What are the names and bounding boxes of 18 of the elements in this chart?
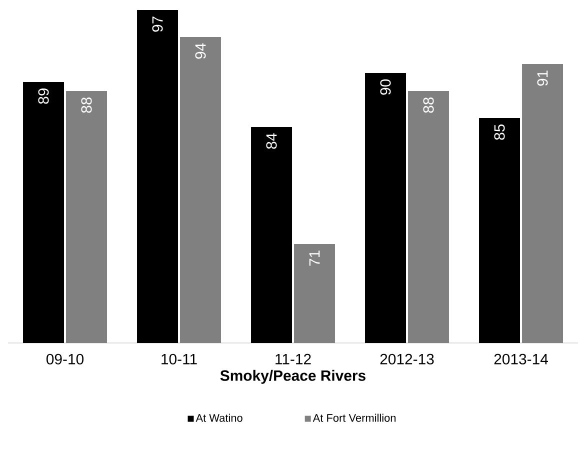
x-tick-label: 09-10 xyxy=(46,354,84,364)
data-label: 91 xyxy=(537,70,548,86)
data-label: 88 xyxy=(81,97,92,113)
data-label: 89 xyxy=(38,88,49,104)
x-tick-label: 11-12 xyxy=(276,354,311,364)
legend-label: At Fort Vermillion xyxy=(312,414,396,422)
data-label: 97 xyxy=(152,16,163,32)
legend-label: At Watino xyxy=(196,414,242,422)
x-axis-title: Smoky/Peace Rivers xyxy=(220,370,366,384)
x-tick-label: 2012-13 xyxy=(380,354,434,364)
x-tick-label: 2013-14 xyxy=(494,354,548,364)
x-tick-label: 10-11 xyxy=(162,354,197,364)
data-label: 71 xyxy=(309,250,320,266)
data-label: 94 xyxy=(195,43,206,59)
data-label: 88 xyxy=(423,97,434,113)
data-label: 90 xyxy=(380,79,391,95)
data-label: 84 xyxy=(266,133,277,149)
data-label: 85 xyxy=(494,124,505,140)
